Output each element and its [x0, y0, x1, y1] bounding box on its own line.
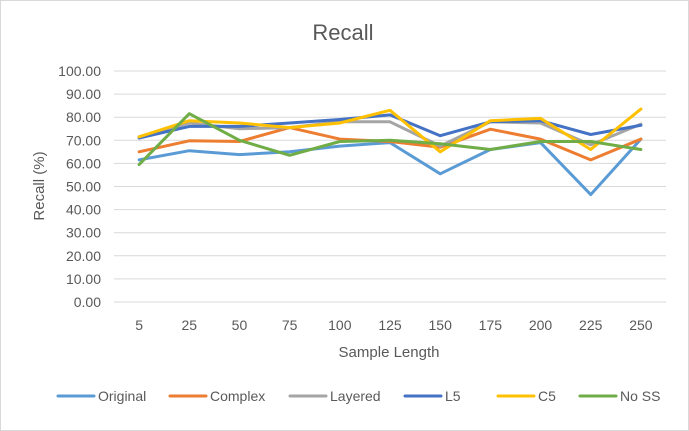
x-tick-label: 25 — [181, 317, 197, 333]
y-tick-label: 30.00 — [66, 225, 101, 241]
x-axis-title: Sample Length — [339, 344, 440, 361]
legend-label: Original — [98, 388, 146, 404]
y-axis-title: Recall (%) — [31, 151, 48, 220]
x-tick-label: 125 — [378, 317, 402, 333]
y-tick-label: 50.00 — [66, 179, 101, 195]
y-tick-label: 70.00 — [66, 132, 101, 148]
x-axis-ticks: 5 25 50 75 100 125 150 175 200 225 250 — [135, 317, 653, 333]
legend-label: C5 — [538, 388, 556, 404]
y-tick-label: 60.00 — [66, 155, 101, 171]
chart-title: Recall — [312, 20, 373, 45]
x-tick-label: 50 — [232, 317, 248, 333]
legend-label: L5 — [445, 388, 461, 404]
series-line-l5 — [137, 113, 643, 140]
y-tick-label: 20.00 — [66, 248, 101, 264]
x-tick-label: 75 — [282, 317, 298, 333]
legend-label: Complex — [210, 388, 265, 404]
series-lines — [137, 107, 643, 197]
x-tick-label: 100 — [328, 317, 352, 333]
y-axis-ticks: 0.00 10.00 20.00 30.00 40.00 50.00 60.00 70.00 8… — [58, 63, 101, 310]
y-tick-label: 10.00 — [66, 271, 101, 287]
y-tick-label: 80.00 — [66, 109, 101, 125]
legend-label: Layered — [330, 388, 381, 404]
x-tick-label: 150 — [429, 317, 453, 333]
y-tick-label: 0.00 — [74, 294, 101, 310]
gridlines — [114, 70, 666, 303]
series-line-no-ss — [137, 112, 643, 167]
x-tick-label: 175 — [479, 317, 503, 333]
y-tick-label: 100.00 — [58, 63, 101, 79]
y-tick-label: 90.00 — [66, 86, 101, 102]
y-tick-label: 40.00 — [66, 202, 101, 218]
legend-label: No SS — [620, 388, 660, 404]
legend: Original Complex Layered L5 C5 No SS — [56, 388, 660, 404]
x-tick-label: 5 — [135, 317, 143, 333]
x-tick-label: 200 — [529, 317, 553, 333]
x-tick-label: 250 — [629, 317, 653, 333]
series-line-c5 — [137, 107, 643, 154]
x-tick-label: 225 — [579, 317, 603, 333]
